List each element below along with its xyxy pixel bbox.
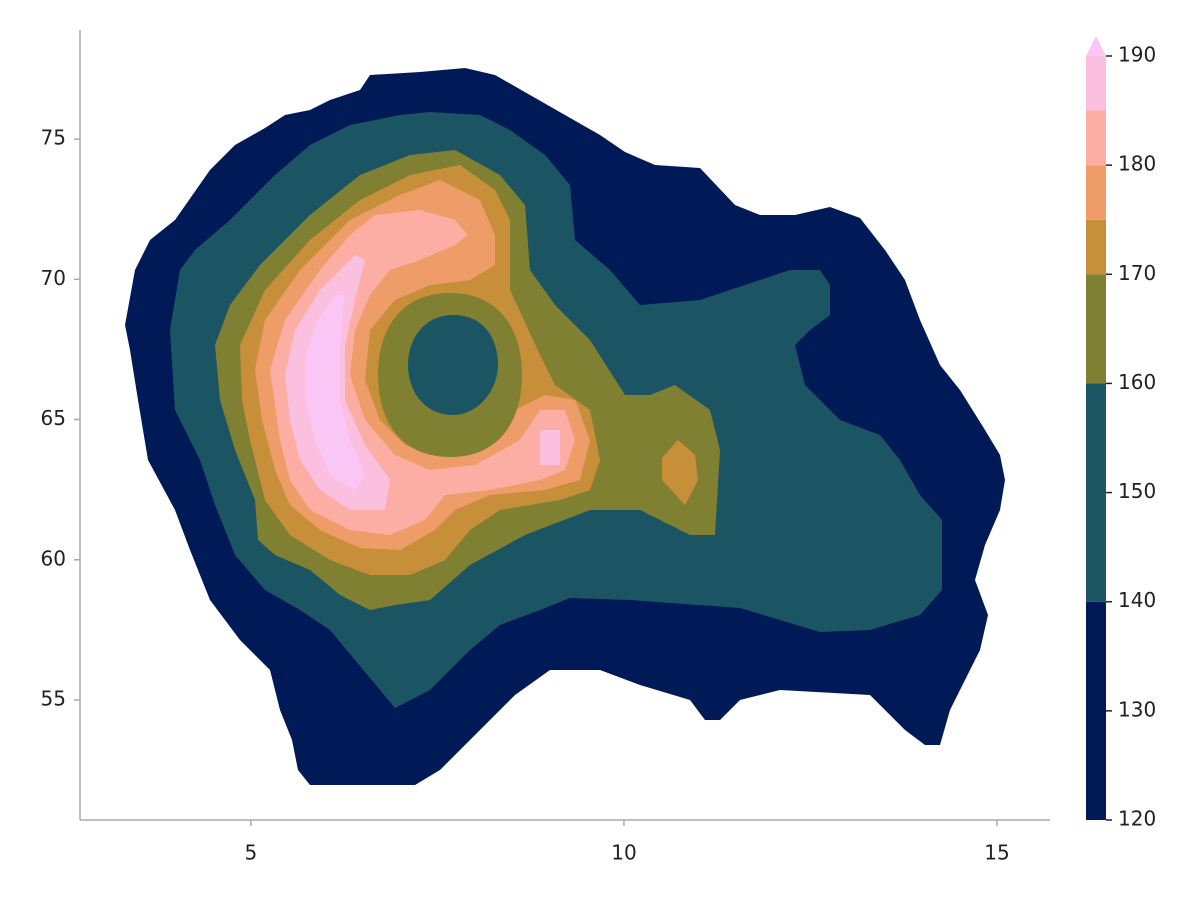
colorbar-band xyxy=(1086,601,1106,820)
colorbar-tick-label: 160 xyxy=(1118,370,1156,394)
colorbar-band xyxy=(1086,219,1106,275)
y-tick-label: 75 xyxy=(41,126,66,150)
colorbar-tick-label: 180 xyxy=(1118,152,1156,176)
x-tick-label: 15 xyxy=(984,841,1009,865)
colorbar-band xyxy=(1086,165,1106,220)
colorbar-extend xyxy=(1086,36,1106,56)
y-tick-label: 55 xyxy=(41,686,66,710)
colorbar-tick-label: 140 xyxy=(1118,588,1156,612)
colorbar-band xyxy=(1086,56,1106,111)
y-tick-label: 70 xyxy=(41,266,66,290)
colorbar-tick-label: 150 xyxy=(1118,479,1156,503)
colorbar-band xyxy=(1086,383,1106,602)
colorbar-tick-label: 120 xyxy=(1118,807,1156,831)
colorbar-tick-label: 130 xyxy=(1118,697,1156,721)
colorbar-tick-label: 170 xyxy=(1118,261,1156,285)
contour-region xyxy=(540,430,560,465)
x-tick-label: 5 xyxy=(245,841,258,865)
contour-region xyxy=(305,295,365,490)
x-tick-label: 10 xyxy=(611,841,636,865)
colorbar-band xyxy=(1086,274,1106,384)
contour-region xyxy=(662,440,698,505)
contour-region xyxy=(408,315,498,415)
colorbar-band xyxy=(1086,110,1106,166)
colorbar-tick-label: 190 xyxy=(1118,43,1156,67)
contour-regions xyxy=(125,68,1005,785)
y-tick-label: 65 xyxy=(41,406,66,430)
y-tick-label: 60 xyxy=(41,546,66,570)
